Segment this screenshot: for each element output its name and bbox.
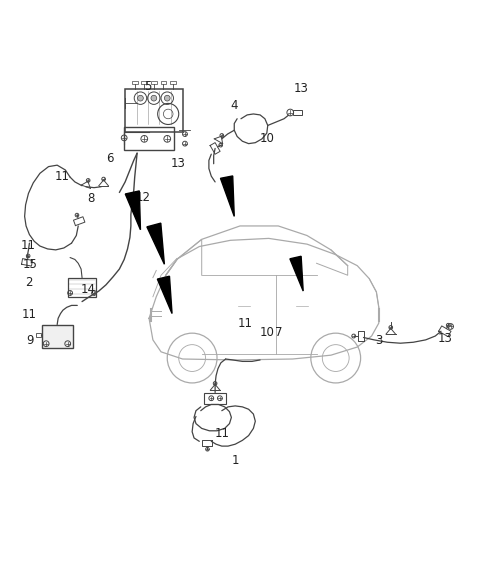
- Text: 4: 4: [230, 99, 238, 112]
- Bar: [151, 81, 157, 84]
- Bar: [42, 325, 73, 347]
- Bar: [36, 333, 41, 338]
- Bar: [142, 81, 147, 84]
- Polygon shape: [220, 176, 234, 217]
- Text: 6: 6: [106, 152, 114, 165]
- Text: 13: 13: [170, 157, 185, 170]
- Text: 15: 15: [23, 258, 38, 271]
- Text: 1: 1: [231, 454, 239, 467]
- Bar: [293, 110, 302, 116]
- Bar: [204, 393, 226, 404]
- Text: 3: 3: [375, 334, 383, 347]
- Text: 7: 7: [276, 326, 283, 339]
- Text: 8: 8: [87, 192, 95, 205]
- Text: 10: 10: [259, 133, 274, 145]
- Text: 11: 11: [237, 317, 252, 329]
- Text: 2: 2: [24, 276, 32, 289]
- Text: 5: 5: [144, 79, 152, 93]
- Text: 11: 11: [21, 239, 36, 252]
- Text: 13: 13: [294, 82, 309, 95]
- Text: 13: 13: [437, 332, 452, 345]
- Bar: [124, 127, 174, 150]
- Polygon shape: [290, 256, 303, 291]
- Text: 12: 12: [136, 191, 151, 204]
- Text: 11: 11: [54, 170, 70, 183]
- Text: 14: 14: [80, 283, 96, 296]
- Bar: [125, 89, 182, 131]
- Bar: [132, 81, 138, 84]
- Polygon shape: [157, 276, 172, 314]
- Text: 9: 9: [26, 334, 34, 347]
- Polygon shape: [147, 223, 164, 264]
- Text: 11: 11: [22, 308, 37, 321]
- Circle shape: [151, 95, 157, 101]
- Polygon shape: [125, 191, 141, 230]
- Circle shape: [164, 95, 170, 101]
- Text: 11: 11: [214, 427, 229, 440]
- Text: 10: 10: [259, 326, 274, 339]
- Circle shape: [138, 95, 144, 101]
- Bar: [170, 81, 176, 84]
- Bar: [68, 277, 96, 297]
- Bar: [160, 81, 166, 84]
